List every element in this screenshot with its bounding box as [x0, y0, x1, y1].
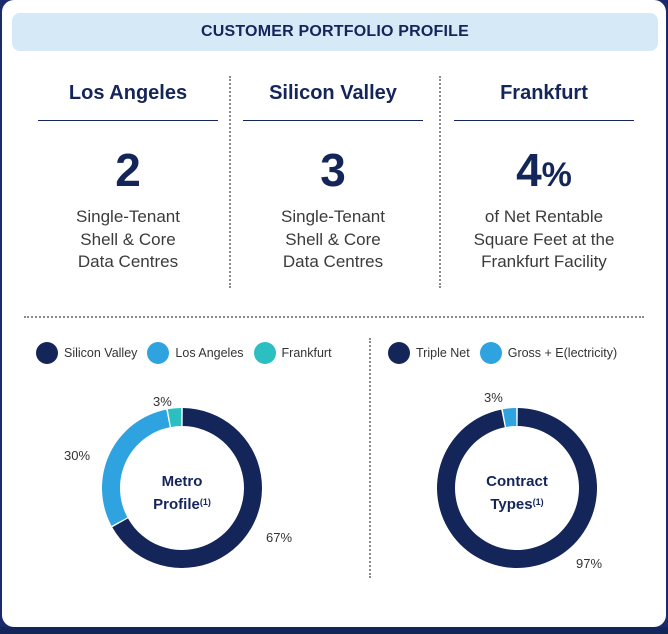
legend-item: Gross + E(lectricity): [479, 342, 618, 364]
legend-swatch: [36, 342, 58, 364]
description-line: Shell & Core: [285, 229, 381, 249]
contract-types-donut: [437, 408, 598, 569]
center-label-line: Types(1): [465, 492, 569, 515]
city-heading: Los Angeles: [68, 82, 188, 104]
column-los-angeles: Los Angeles 2 Single-Tenant Shell & Core…: [38, 78, 218, 274]
legend-item: Los Angeles: [147, 342, 244, 364]
description-line: Shell & Core: [80, 229, 176, 249]
big-number: 4%: [454, 145, 634, 200]
contract-types-label: Contract Types(1): [465, 471, 569, 515]
big-value: 4: [516, 144, 542, 196]
donut-slice-los-angeles: [102, 409, 170, 526]
description-line: Data Centres: [77, 252, 179, 271]
legend-label: Gross + E(lectricity): [507, 346, 618, 360]
legend-label: Los Angeles: [175, 346, 244, 360]
legend-swatch: [388, 342, 410, 364]
footnote-marker: (1): [199, 497, 211, 507]
legend-swatch: [147, 342, 170, 364]
heading-rule: [243, 120, 423, 121]
footer-band: [0, 627, 668, 634]
description: Single-Tenant Shell & Core Data Centres: [38, 206, 218, 274]
description-line: of Net Rentable: [484, 207, 604, 226]
data-label-silicon-valley: 67%: [266, 530, 293, 545]
city-heading: Frankfurt: [500, 82, 588, 104]
legend-label: Silicon Valley: [64, 346, 138, 360]
legend-label: Triple Net: [416, 346, 470, 360]
description-line: Data Centres: [282, 252, 384, 271]
data-label-frankfurt: 3%: [153, 394, 172, 409]
legend-item: Silicon Valley: [36, 342, 137, 364]
column-divider: [439, 76, 441, 288]
description-line: Frankfurt Facility: [481, 252, 607, 271]
donut-slice-gross-e-lectricity: [502, 408, 517, 427]
legend-swatch: [253, 342, 276, 364]
donut-slice-frankfurt: [167, 408, 182, 427]
big-value: 2: [115, 144, 141, 196]
center-label-text: Profile: [153, 496, 200, 513]
legend-item: Triple Net: [388, 342, 470, 364]
center-label-text: Types: [490, 496, 533, 513]
legend-item: Frankfurt: [253, 342, 332, 364]
metro-legend: Silicon Valley Los Angeles Frankfurt: [36, 342, 342, 364]
big-number: 3: [243, 145, 423, 200]
big-suffix: %: [541, 156, 572, 194]
chart-divider: [369, 338, 371, 578]
metro-profile-donut: [102, 408, 263, 568]
description-line: Single-Tenant: [281, 207, 385, 226]
center-label-line: Metro: [161, 473, 203, 490]
contract-legend: Triple Net Gross + E(lectricity): [388, 342, 627, 364]
center-label-line: Contract: [486, 473, 548, 490]
description: Single-Tenant Shell & Core Data Centres: [243, 206, 423, 274]
page-title: CUSTOMER PORTFOLIO PROFILE: [12, 13, 658, 51]
big-number: 2: [38, 145, 218, 200]
column-silicon-valley: Silicon Valley 3 Single-Tenant Shell & C…: [243, 78, 423, 274]
footnote-marker: (1): [532, 497, 544, 507]
description-line: Square Feet at the: [473, 229, 615, 249]
heading-rule: [454, 120, 634, 121]
big-value: 3: [320, 144, 346, 196]
city-heading: Silicon Valley: [269, 82, 397, 104]
description-line: Single-Tenant: [76, 207, 180, 226]
metro-profile-label: Metro Profile(1): [130, 471, 234, 515]
section-divider: [24, 316, 644, 318]
legend-label: Frankfurt: [281, 346, 332, 360]
center-label-line: Profile(1): [130, 492, 234, 515]
description: of Net Rentable Square Feet at the Frank…: [454, 206, 634, 274]
data-label-triple-net: 97%: [576, 556, 603, 571]
data-label-gross-e: 3%: [484, 390, 503, 405]
column-frankfurt: Frankfurt 4% of Net Rentable Square Feet…: [454, 78, 634, 274]
column-divider: [229, 76, 231, 288]
heading-rule: [38, 120, 218, 121]
data-label-los-angeles: 30%: [64, 448, 91, 463]
legend-swatch: [479, 342, 502, 364]
